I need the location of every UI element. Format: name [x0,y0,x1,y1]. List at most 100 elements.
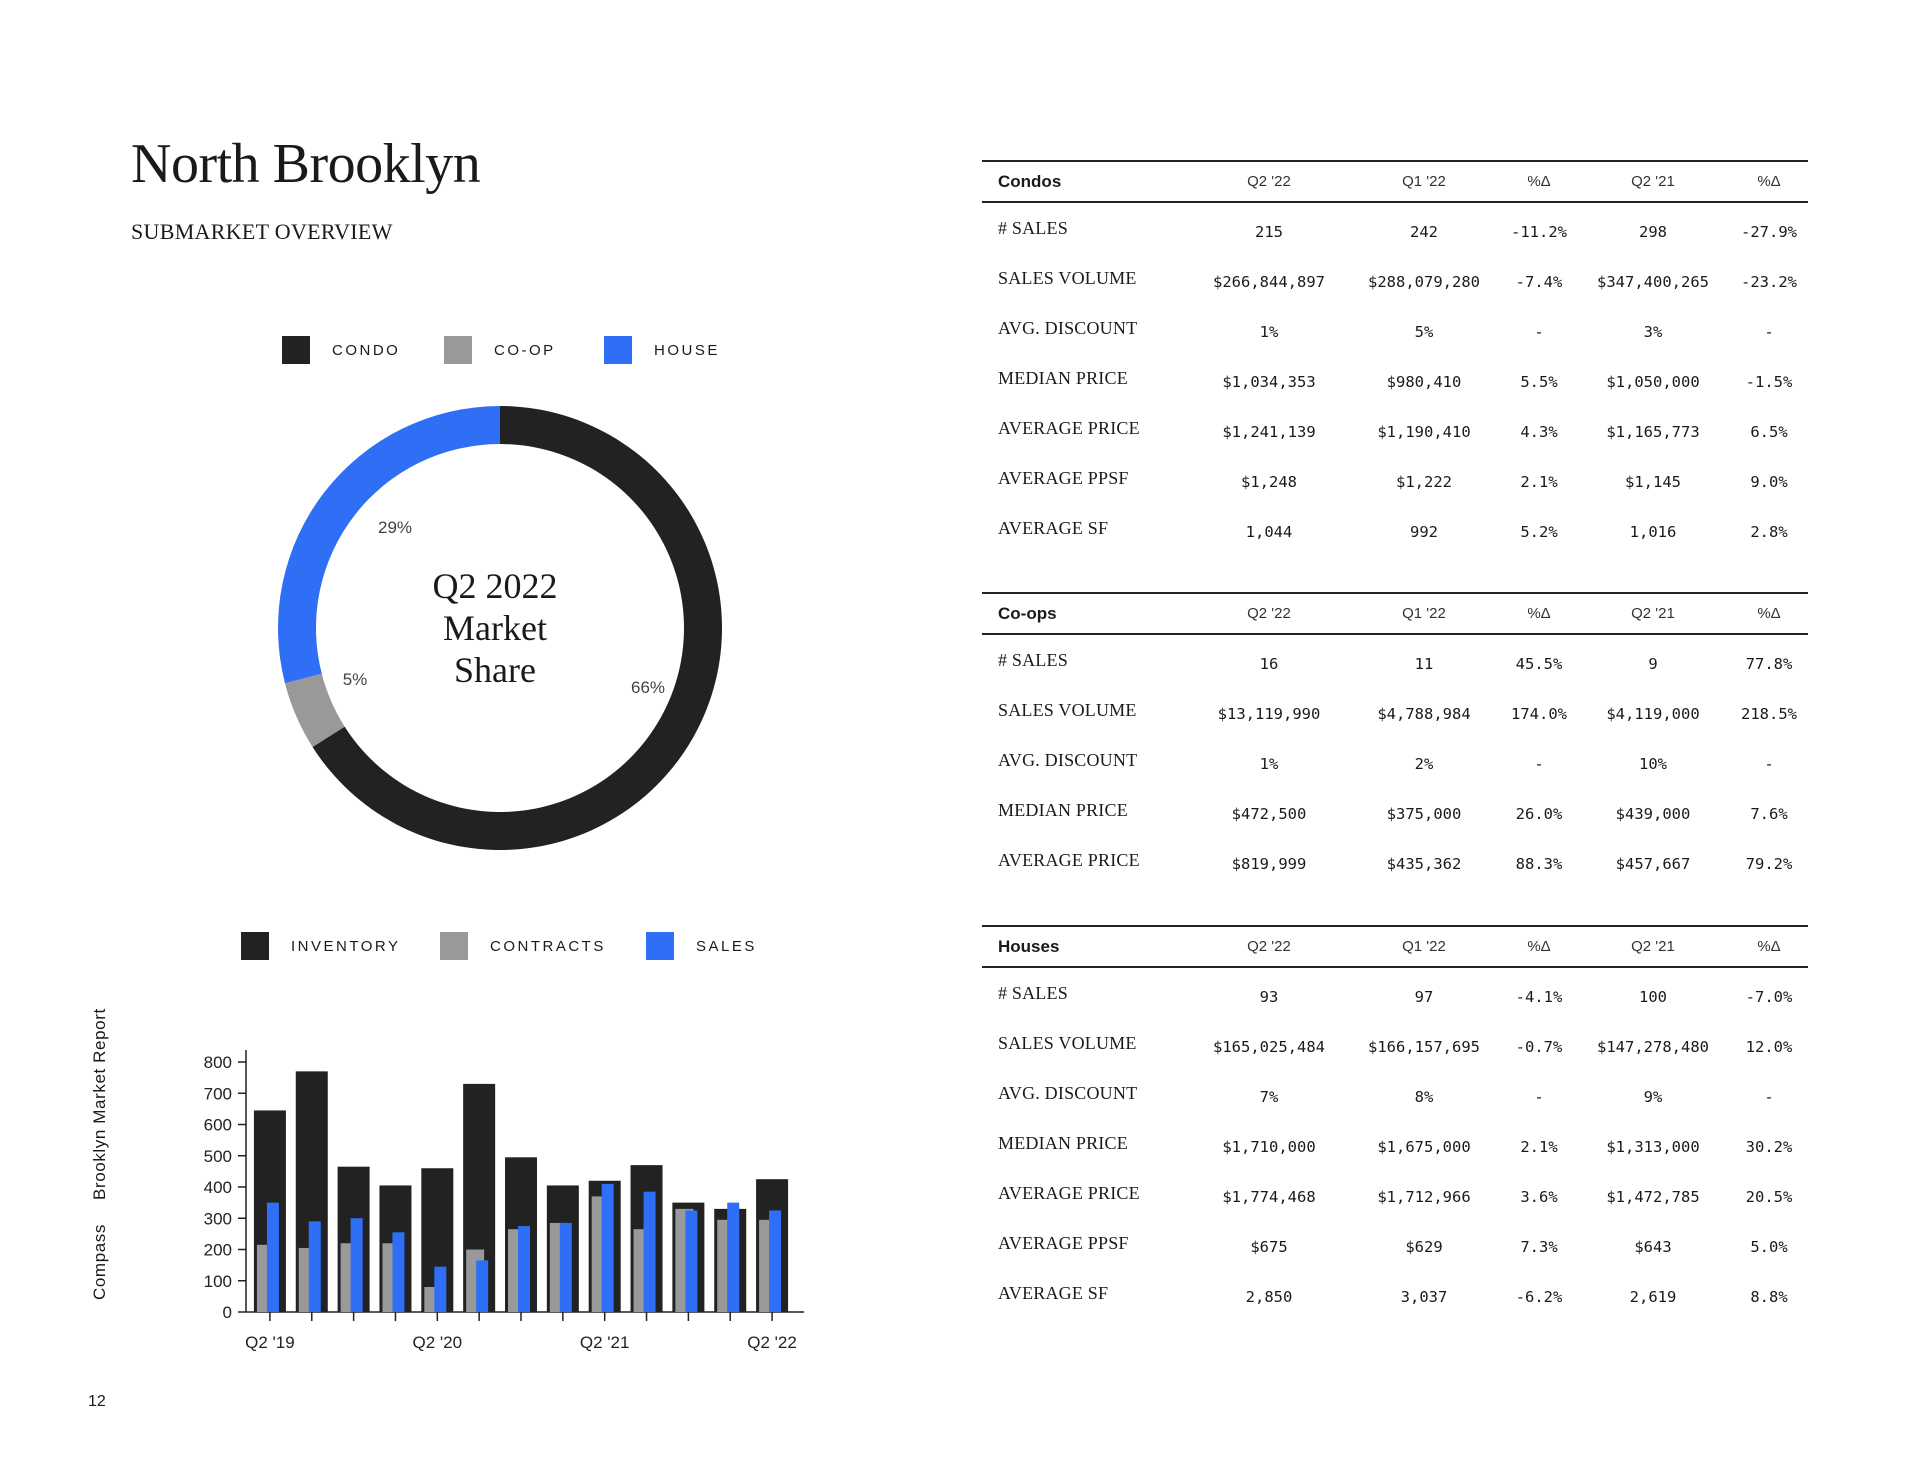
donut-slice-coop [284,673,345,747]
row-label: # SALES [998,983,1068,1003]
page-number: 12 [88,1393,106,1410]
column-header: Q2 '21 [1631,173,1675,190]
table-cell: 93 [1259,988,1279,1006]
table-cell: $1,710,000 [1222,1138,1316,1156]
column-header: Q2 '22 [1247,605,1291,622]
quarterly-bar-chart: 0 100 200 300 400 500 600 700 800 Q2 '19 Q2 '20 Q2 … [204,1050,804,1352]
table-row: MEDIAN PRICE $472,500 $375,000 26.0% $439,00… [982,785,1808,835]
legend-item-house: HOUSE [604,336,720,364]
table-cell: 2.1% [1520,473,1558,491]
contracts-swatch [440,932,468,960]
table-cell: $643 [1634,1238,1672,1256]
table-condos: Condos Q2 '22 Q1 '22 %Δ Q2 '21 %Δ # SALES 215 24… [982,160,1808,553]
table-cell: 5% [1414,323,1434,341]
table-cell: $457,667 [1615,855,1691,873]
y-tick-label: 200 [204,1241,232,1260]
table-cell: $166,157,695 [1368,1038,1480,1056]
table-cell: $1,472,785 [1606,1188,1700,1206]
table-cell: 2,850 [1245,1288,1293,1306]
legend-item-sales: SALES [646,932,757,960]
donut-slice-house [278,406,500,684]
table-cell: 3,037 [1400,1288,1448,1306]
table-cell: 3.6% [1520,1188,1558,1206]
row-label: MEDIAN PRICE [998,368,1128,388]
table-cell: -23.2% [1741,273,1797,291]
table-cell: 2.8% [1750,523,1788,541]
bar-sales [559,1222,572,1312]
table-cell: 9% [1643,1088,1663,1106]
table-header: Houses Q2 '22 Q1 '22 %Δ Q2 '21 %Δ [982,925,1808,968]
table-cell: $347,400,265 [1597,273,1709,291]
bar-sales [643,1191,656,1312]
table-cell: $1,248 [1241,473,1297,491]
y-tick-label: 600 [204,1116,232,1135]
row-label: # SALES [998,650,1068,670]
table-row: AVERAGE PPSF $1,248 $1,222 2.1% $1,145 9.0% [982,453,1808,503]
table-cell: $1,675,000 [1377,1138,1471,1156]
bar-sales [727,1202,740,1312]
row-label: AVERAGE SF [998,1283,1109,1303]
table-cell: $4,119,000 [1606,705,1700,723]
market-share-donut-chart: 66% 5% 29% [278,406,722,850]
row-label: AVERAGE SF [998,518,1109,538]
legend-label-inventory: INVENTORY [291,937,401,955]
inventory-swatch [241,932,269,960]
table-cell: $1,050,000 [1606,373,1700,391]
table-cell: $1,222 [1396,473,1452,491]
row-label: AVG. DISCOUNT [998,750,1138,770]
table-cell: 26.0% [1515,805,1563,823]
y-tick-label: 0 [223,1303,232,1322]
table-header: Condos Q2 '22 Q1 '22 %Δ Q2 '21 %Δ [982,160,1808,203]
column-header: %Δ [1527,173,1551,190]
table-cell: 9 [1648,655,1658,673]
table-cell: 8.8% [1750,1288,1788,1306]
y-tick-label: 300 [204,1209,232,1228]
page-subtitle: SUBMARKET OVERVIEW [131,219,393,244]
table-cell: 12.0% [1745,1038,1793,1056]
table-cell: $1,190,410 [1377,423,1471,441]
table-cell: 174.0% [1511,705,1567,723]
x-tick-label: Q2 '20 [413,1333,463,1352]
bar-sales [392,1232,405,1312]
table-cell: $165,025,484 [1213,1038,1325,1056]
table-cell: 4.3% [1520,423,1558,441]
table-cell: 8% [1414,1088,1434,1106]
y-tick-label: 800 [204,1053,232,1072]
table-houses: Houses Q2 '22 Q1 '22 %Δ Q2 '21 %Δ # SALES 93 97 -… [982,925,1808,1318]
house-swatch [604,336,632,364]
legend-item-coop: CO-OP [444,336,604,364]
table-cell: 9.0% [1750,473,1788,491]
table-cell: $1,313,000 [1606,1138,1700,1156]
table-row: SALES VOLUME $13,119,990 $4,788,984 174.0% $… [982,685,1808,735]
legend-item-contracts: CONTRACTS [440,932,646,960]
row-label: AVERAGE PRICE [998,850,1140,870]
table-cell: 16 [1259,655,1279,673]
table-row: SALES VOLUME $165,025,484 $166,157,695 -0.7… [982,1018,1808,1068]
legend-item-condo: CONDO [282,336,444,364]
table-cell: 3% [1643,323,1663,341]
table-cell: - [1764,323,1774,341]
table-cell: 11 [1414,655,1434,673]
legend-item-inventory: INVENTORY [241,932,440,960]
table-cell: 6.5% [1750,423,1788,441]
row-label: SALES VOLUME [998,268,1137,288]
row-label: AVG. DISCOUNT [998,318,1138,338]
table-cell: $375,000 [1386,805,1462,823]
table-row: # SALES 16 11 45.5% 9 77.8% [982,635,1808,685]
table-cell: -0.7% [1515,1038,1563,1056]
donut-slice-label: 66% [631,678,665,697]
table-coops: Co-ops Q2 '22 Q1 '22 %Δ Q2 '21 %Δ # SALES 16 11 4… [982,592,1808,885]
y-tick-label: 400 [204,1178,232,1197]
table-cell: 2.1% [1520,1138,1558,1156]
column-header: Q2 '22 [1247,938,1291,955]
column-header: Q2 '22 [1247,173,1291,190]
table-cell: $13,119,990 [1217,705,1321,723]
bar-sales [601,1183,614,1312]
table-cell: - [1534,755,1544,773]
legend-label-coop: CO-OP [494,341,556,359]
table-row: AVERAGE PRICE $1,241,139 $1,190,410 4.3% $1,… [982,403,1808,453]
donut-center-line-2: Market [443,608,547,648]
legend-label-condo: CONDO [332,341,401,359]
donut-slice-label: 29% [378,518,412,537]
donut-legend: CONDO CO-OP HOUSE [282,336,720,364]
